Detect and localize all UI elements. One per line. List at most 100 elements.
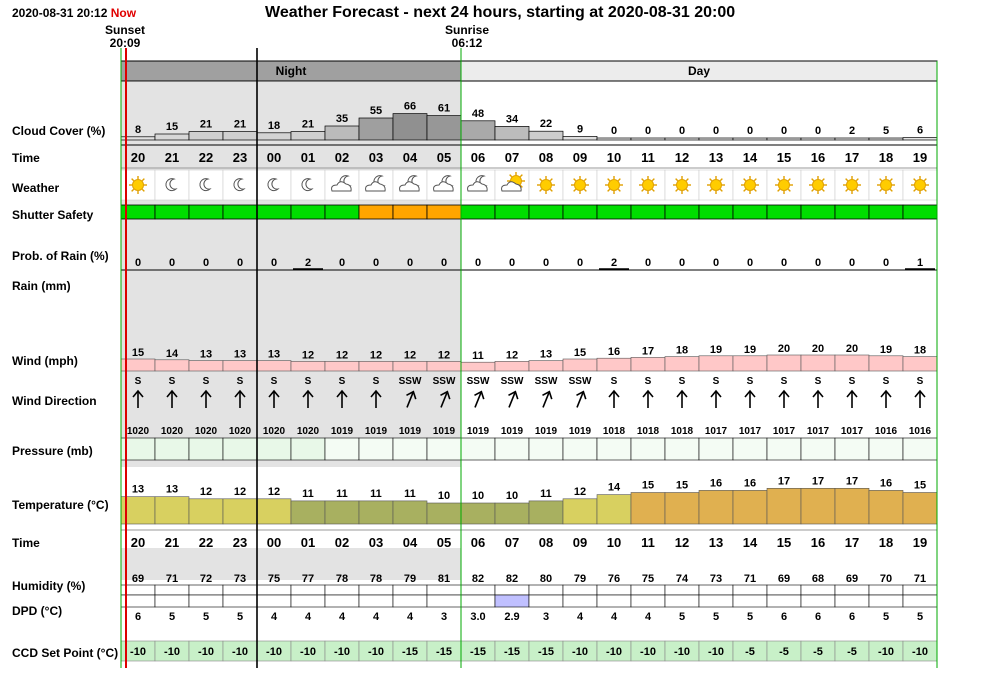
rain-prob-value: 0	[271, 257, 277, 269]
wind-direction-label: S	[305, 376, 312, 387]
hour-label-bottom: 05	[437, 535, 451, 550]
pressure-value: 1017	[739, 426, 762, 437]
temperature-value: 11	[336, 488, 348, 500]
dpd-bar	[426, 594, 462, 608]
ccd-value: -15	[470, 646, 486, 658]
arrow-up-icon	[406, 390, 417, 408]
cloud-cover-bar	[800, 137, 836, 141]
sun-icon	[639, 176, 657, 194]
ccd-value: -10	[232, 646, 248, 658]
row-label-temperature: Temperature (°C)	[12, 498, 109, 512]
hour-label: 17	[845, 150, 859, 165]
wind-value: 12	[404, 349, 416, 361]
cloud-cover-bar	[766, 137, 802, 141]
pressure-value: 1018	[671, 426, 694, 437]
ccd-value: -5	[745, 646, 755, 658]
wind-direction-label: S	[645, 376, 652, 387]
dpd-bar	[834, 594, 870, 608]
arrow-up-icon	[336, 389, 348, 408]
pressure-value: 1017	[705, 426, 728, 437]
shutter-safety-cell	[324, 204, 360, 220]
shutter-safety-cell	[868, 204, 904, 220]
humidity-bar	[460, 584, 496, 596]
cloud-cover-value: 0	[611, 125, 617, 137]
wind-value: 19	[710, 344, 722, 356]
hour-label: 09	[573, 150, 587, 165]
dpd-bar	[256, 594, 292, 608]
row-label-dpd: DPD (°C)	[12, 604, 63, 618]
day-label: Day	[688, 64, 710, 78]
row-label-wind: Wind (mph)	[12, 354, 78, 368]
cloud-cover-bar	[834, 137, 870, 141]
cloud-cover-bar	[732, 137, 768, 141]
temperature-value: 11	[540, 488, 552, 500]
rain-prob-value: 0	[645, 257, 651, 269]
cloud-cover-bar	[698, 137, 734, 141]
wind-bar	[834, 354, 870, 372]
pressure-bar	[766, 437, 802, 461]
row-label-cloud: Cloud Cover (%)	[12, 124, 106, 138]
page-title: Weather Forecast - next 24 hours, starti…	[265, 4, 736, 21]
temperature-value: 17	[778, 475, 790, 487]
temperature-bar	[732, 490, 768, 525]
rain-prob-value: 0	[849, 257, 855, 269]
dpd-value: 3.0	[470, 611, 485, 623]
humidity-value: 81	[438, 573, 450, 585]
cloud-cover-value: 61	[438, 103, 450, 115]
humidity-value: 77	[302, 573, 314, 585]
pressure-bar	[596, 437, 632, 461]
pressure-value: 1020	[195, 426, 218, 437]
row-label-humidity: Humidity (%)	[12, 579, 86, 593]
sun-icon	[707, 176, 725, 194]
rain-prob-value: 0	[713, 257, 719, 269]
wind-value: 12	[370, 349, 382, 361]
wind-bar	[868, 355, 904, 372]
dpd-bar	[630, 594, 666, 608]
hour-label: 23	[233, 150, 247, 165]
row-label-shutter: Shutter Safety	[12, 208, 94, 222]
cloud-cover-value: 21	[200, 119, 212, 131]
shutter-safety-cell	[392, 204, 428, 220]
cloud-cover-bar	[154, 133, 190, 141]
dpd-value: 4	[645, 611, 652, 623]
wind-bar	[562, 358, 598, 372]
arrow-up-icon	[676, 389, 688, 408]
hour-label: 04	[403, 150, 418, 165]
arrow-up-icon	[914, 389, 926, 408]
sun-icon	[129, 176, 147, 194]
dpd-bar	[528, 594, 564, 608]
temperature-value: 11	[404, 488, 416, 500]
dpd-value: 5	[169, 611, 175, 623]
humidity-value: 78	[336, 573, 348, 585]
humidity-value: 71	[744, 573, 756, 585]
dpd-bar	[562, 594, 598, 608]
temperature-bar	[392, 500, 428, 525]
dpd-bar	[460, 594, 496, 608]
hour-label-bottom: 07	[505, 535, 519, 550]
cloud-cover-value: 8	[135, 124, 141, 136]
pressure-value: 1020	[229, 426, 252, 437]
rain-prob-value: 0	[679, 257, 685, 269]
wind-value: 13	[268, 349, 280, 361]
pressure-value: 1019	[501, 426, 524, 437]
humidity-value: 69	[132, 573, 144, 585]
dpd-bar	[766, 594, 802, 608]
dpd-value: 4	[611, 611, 618, 623]
hour-label-bottom: 14	[743, 535, 758, 550]
sun-icon	[571, 176, 589, 194]
humidity-bar	[222, 584, 258, 596]
ccd-value: -10	[640, 646, 656, 658]
hour-label-bottom: 11	[641, 535, 655, 550]
cloud-cover-value: 0	[781, 125, 787, 137]
arrow-up-icon	[642, 389, 654, 408]
moon-icon	[165, 178, 178, 192]
wind-direction-label: S	[849, 376, 856, 387]
row-label-time: Time	[12, 151, 40, 165]
wind-direction-label: S	[271, 376, 278, 387]
humidity-value: 82	[506, 573, 518, 585]
weather-cell	[290, 169, 326, 201]
hour-label: 12	[675, 150, 689, 165]
pressure-value: 1019	[365, 426, 388, 437]
timestamp-text: 2020-08-31 20:12	[12, 6, 108, 20]
wind-bar	[358, 361, 394, 372]
